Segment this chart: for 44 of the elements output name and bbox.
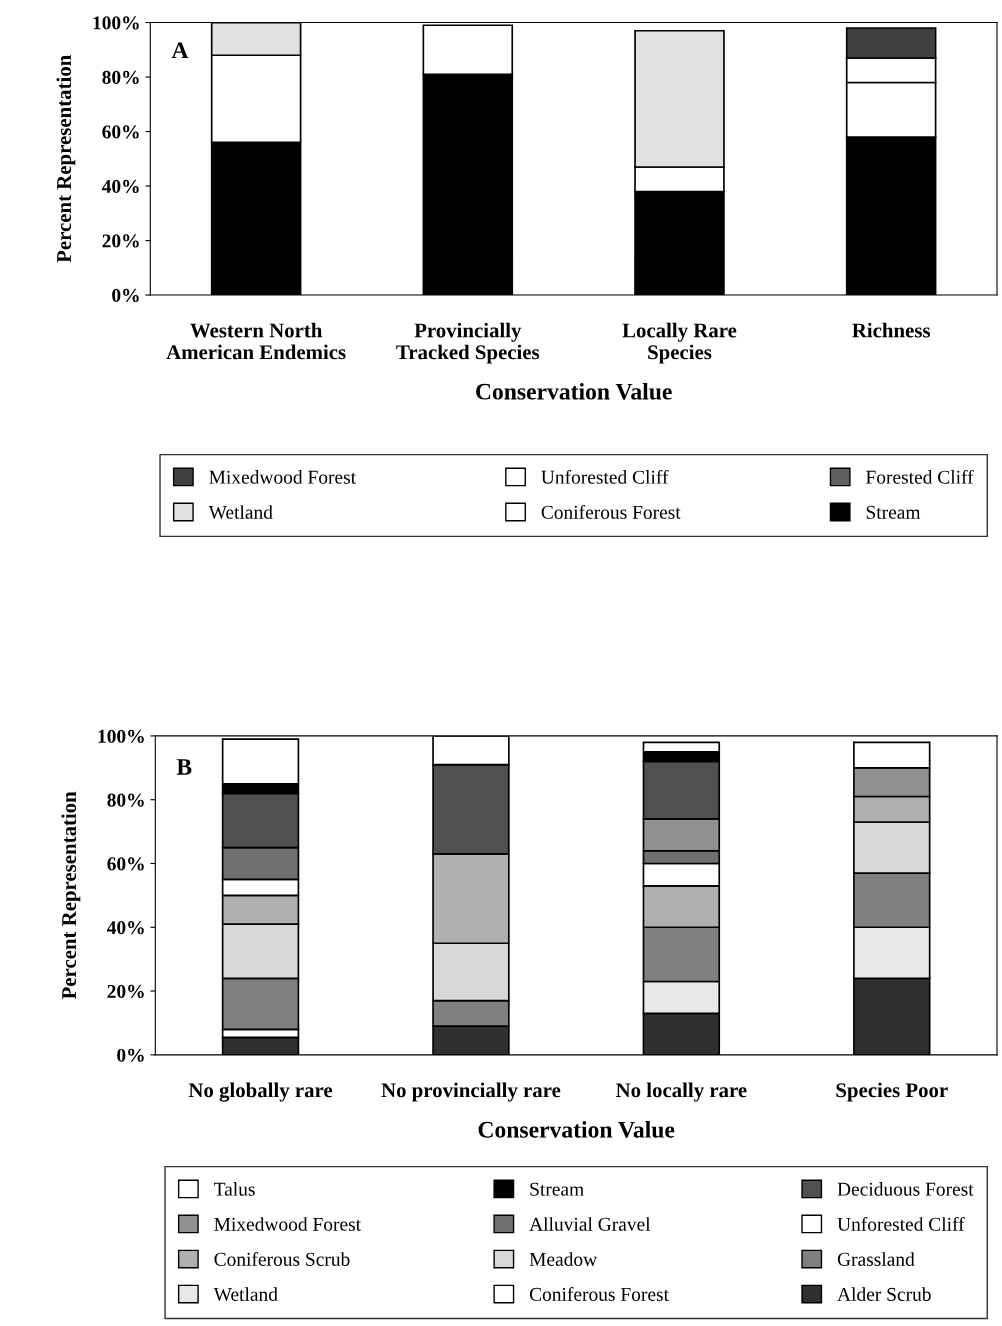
- y-tick-label: 60%: [107, 857, 144, 871]
- legend-label: Coniferous Forest: [529, 1287, 669, 1301]
- y-tick-label: 80%: [102, 70, 139, 85]
- x-tick-label: Provincially Tracked Species: [396, 322, 540, 364]
- legend-label: Coniferous Scrub: [214, 1252, 350, 1266]
- x-tick-label: No globally rare: [188, 1082, 333, 1102]
- y-axis-title: Percent Representation: [56, 55, 76, 263]
- legend-label: Alluvial Gravel: [529, 1217, 651, 1231]
- legend-label: Wetland: [213, 1287, 278, 1302]
- x-tick-label: No locally rare: [615, 1082, 747, 1102]
- x-axis-title: Conservation Value: [478, 1121, 675, 1138]
- y-tick-label: 0%: [117, 1048, 144, 1062]
- x-tick-label: No provincially rare: [381, 1082, 561, 1102]
- legend-label: Forested Cliff: [866, 469, 974, 484]
- y-tick-label: 100%: [98, 729, 144, 743]
- legend-label: Mixedwood Forest: [209, 470, 356, 484]
- legend-label: Deciduous Forest: [837, 1182, 974, 1196]
- legend-label: Mixedwood Forest: [214, 1217, 361, 1231]
- legend-label: Wetland: [208, 505, 273, 519]
- y-axis-title: Percent Representation: [61, 791, 81, 1000]
- legend-label: Talus: [214, 1182, 255, 1196]
- y-tick-label: 60%: [102, 125, 139, 139]
- annotation: B: [176, 759, 192, 775]
- legend-label: Stream: [866, 505, 921, 519]
- legend-label: Alder Scrub: [837, 1287, 931, 1301]
- legend-label: Stream: [530, 1182, 584, 1196]
- annotation: A: [171, 42, 189, 58]
- x-tick-label: Species Poor: [836, 1082, 948, 1102]
- legend-label: Unforested Cliff: [541, 469, 669, 484]
- y-tick-label: 40%: [106, 921, 144, 935]
- y-tick-label: 20%: [102, 234, 139, 248]
- x-axis-title: Conservation Value: [476, 382, 672, 400]
- y-tick-label: 0%: [112, 288, 139, 303]
- y-tick-label: 80%: [107, 793, 144, 807]
- y-tick-label: 40%: [101, 179, 139, 194]
- legend-label: Grassland: [837, 1252, 915, 1266]
- x-tick-label: Locally Rare Species: [622, 322, 737, 364]
- y-tick-label: 100%: [93, 16, 139, 30]
- y-tick-label: 20%: [107, 984, 144, 999]
- legend-label: Unforested Cliff: [837, 1216, 965, 1231]
- x-tick-label: Western North American Endemics: [166, 322, 346, 360]
- legend-label: Coniferous Forest: [541, 504, 681, 519]
- x-tick-label: Richness: [852, 322, 930, 338]
- legend-label: Meadow: [529, 1252, 598, 1266]
